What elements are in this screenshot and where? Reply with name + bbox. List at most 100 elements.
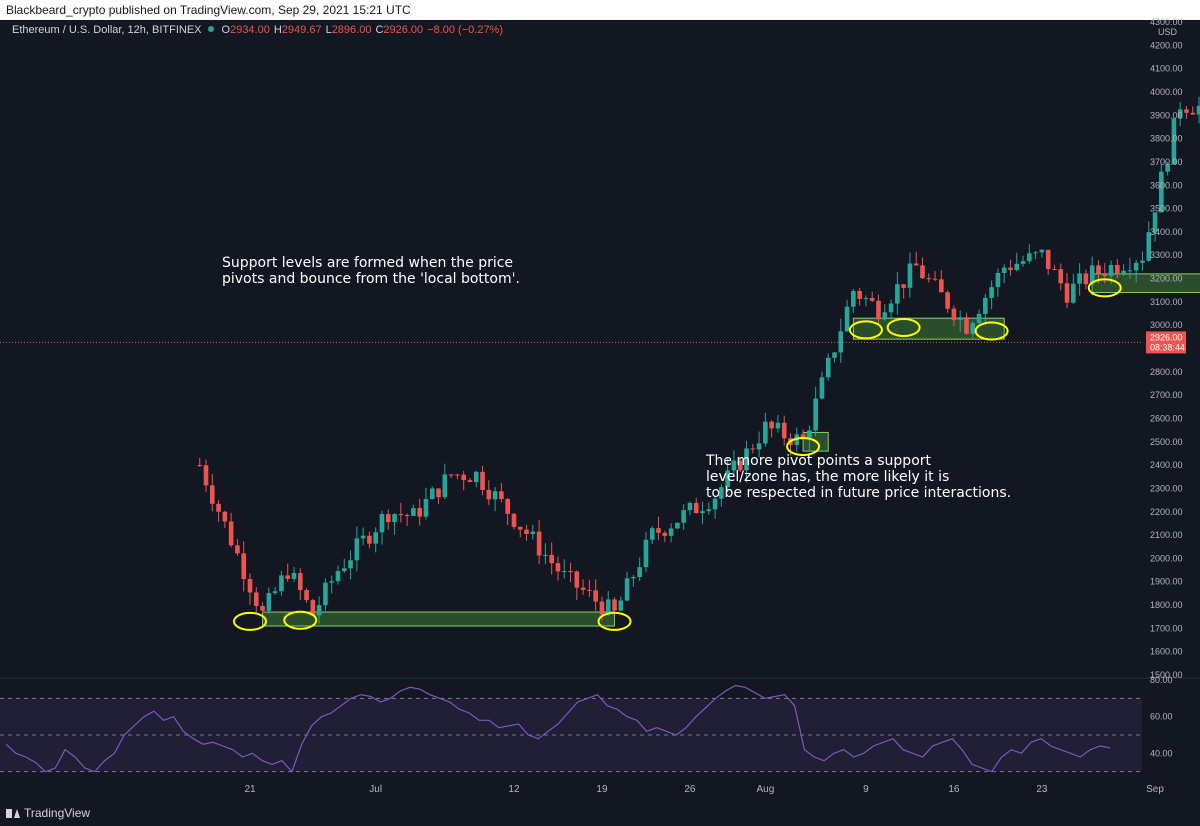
candle-body <box>448 474 454 476</box>
candle-body <box>329 581 335 583</box>
candle <box>693 497 699 514</box>
candle-body <box>763 421 768 444</box>
candle-body <box>1133 262 1139 271</box>
candle <box>1027 244 1032 264</box>
candle <box>1058 263 1064 291</box>
price-tick-label: 2000.00 <box>1150 553 1183 563</box>
candle-body <box>285 575 291 579</box>
candle <box>750 443 756 454</box>
candle <box>499 483 504 503</box>
candle-body <box>624 578 630 601</box>
candle-body <box>473 471 479 483</box>
candle-body <box>1058 269 1064 284</box>
candle <box>235 539 240 556</box>
tradingview-brand[interactable]: TradingView <box>6 806 90 820</box>
candle-body <box>436 488 441 498</box>
time-tick-label: 16 <box>948 784 960 795</box>
candle-body <box>1102 273 1108 277</box>
candle-body <box>643 539 649 568</box>
candle-body <box>511 513 517 527</box>
candle <box>725 458 730 493</box>
candle-body <box>807 430 812 440</box>
symbol-info-bar: Ethereum / U.S. Dollar, 12h, BITFINEX O29… <box>12 24 503 36</box>
candle-body <box>1020 261 1026 264</box>
candle <box>1159 163 1164 213</box>
candle <box>964 312 969 335</box>
candle-body <box>373 532 378 544</box>
pivot-circle <box>974 321 1009 341</box>
candle-body <box>744 448 749 471</box>
candle <box>737 458 743 473</box>
candle <box>373 527 378 553</box>
candle-body <box>649 528 655 540</box>
candle-body <box>1045 249 1051 270</box>
time-tick-label: 26 <box>684 784 696 795</box>
candle <box>951 305 957 327</box>
candle-body <box>580 587 586 590</box>
candle <box>825 353 831 381</box>
candle-body <box>392 514 397 523</box>
pivot-circle <box>283 610 318 630</box>
candle-body <box>1027 253 1032 262</box>
candle <box>429 486 435 500</box>
candle-body <box>310 600 316 616</box>
candle-body <box>1165 164 1170 172</box>
price-chart[interactable]: 80.00 60.00 40.00 1500.00 1600.00 1700.00 180… <box>0 0 1200 800</box>
candle-body <box>1083 273 1089 285</box>
candle <box>618 596 624 611</box>
candle-body <box>832 352 837 358</box>
candle <box>530 524 536 540</box>
candle <box>442 463 448 500</box>
candle-body <box>247 579 253 593</box>
price-tick-label: 1900.00 <box>1150 577 1183 587</box>
pivot-circle <box>886 318 921 338</box>
candle <box>1171 118 1177 165</box>
candle-body <box>1127 270 1133 272</box>
candle-body <box>851 290 856 307</box>
candle-body <box>800 434 806 440</box>
price-tick-label: 1600.00 <box>1150 647 1183 657</box>
candle <box>1008 259 1013 276</box>
rsi-tick-label: 40.00 <box>1150 748 1173 758</box>
candle <box>461 470 466 491</box>
candle-body <box>1071 283 1076 303</box>
price-tick-label: 3900.00 <box>1150 110 1183 120</box>
candle <box>1127 257 1133 279</box>
candle-body <box>907 263 913 288</box>
candle-body <box>995 272 1001 288</box>
candle <box>700 501 705 525</box>
candle <box>901 284 906 299</box>
candle-body <box>1077 273 1082 284</box>
candle-body <box>618 600 624 611</box>
current-price-text: 2926.00 <box>1150 332 1183 342</box>
candle <box>851 288 856 313</box>
candle <box>1071 273 1076 304</box>
candle <box>561 559 567 579</box>
candle-body <box>480 471 485 490</box>
candle <box>612 597 617 614</box>
candle <box>1115 259 1120 278</box>
candle-body <box>719 487 724 499</box>
candle-body <box>1146 232 1152 261</box>
rsi-panel: 80.00 60.00 40.00 <box>0 675 1200 773</box>
candle <box>895 271 900 315</box>
candle <box>260 602 265 613</box>
countdown-text: 08:38:44 <box>1150 342 1185 352</box>
candle-body <box>549 554 554 564</box>
candle-body <box>605 599 611 615</box>
candle <box>266 587 272 614</box>
candle <box>241 541 247 592</box>
candle-body <box>725 470 730 488</box>
candle-body <box>499 491 504 500</box>
candle <box>404 513 410 527</box>
rsi-line <box>5 684 1111 773</box>
candle <box>354 526 360 572</box>
candle <box>649 525 655 545</box>
candle-body <box>932 278 938 280</box>
candle-body <box>235 545 240 554</box>
time-tick-label: 23 <box>1036 784 1048 795</box>
candle-body <box>517 526 523 530</box>
candle <box>455 473 460 480</box>
candle <box>876 294 881 326</box>
candle <box>844 299 850 332</box>
